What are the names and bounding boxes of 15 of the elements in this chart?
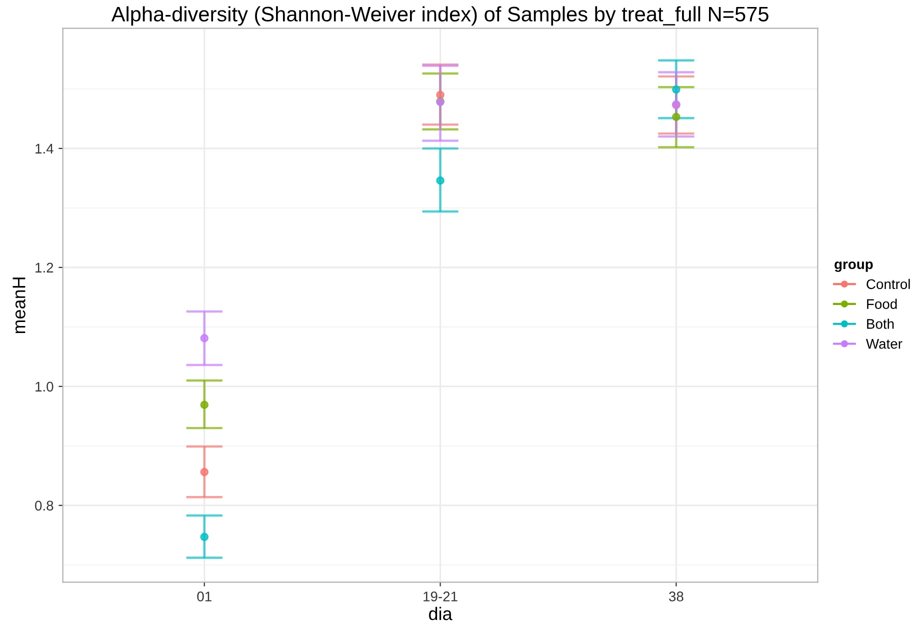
legend-label: Both <box>867 318 894 329</box>
y-tick-label: 1.0 <box>36 382 54 392</box>
x-axis-title: dia <box>429 606 452 620</box>
legend-title: group <box>834 261 873 272</box>
y-tick-label: 0.8 <box>35 500 54 511</box>
chart-title: Alpha-diversity (Shannon-Weiver index) of Samples by treat_full N=575 <box>111 6 768 26</box>
x-tick-label: 38 <box>669 592 684 602</box>
legend-label: Water <box>866 339 902 349</box>
y-axis-title: meanH <box>12 278 26 334</box>
x-tick-label: 19-21 <box>424 592 458 602</box>
y-tick-label: 1.4 <box>36 144 54 154</box>
legend-label: Food <box>867 298 897 309</box>
x-tick-label: 01 <box>197 592 212 602</box>
y-tick-label: 1.2 <box>36 262 54 272</box>
legend-label: Control <box>866 278 910 290</box>
